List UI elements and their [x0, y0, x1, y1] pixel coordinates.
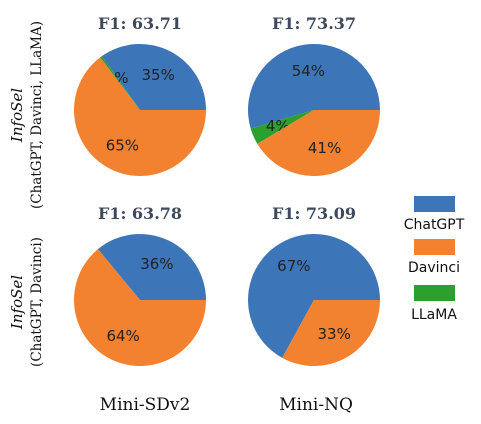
legend-swatch-llama: [414, 285, 455, 301]
pie-2-title: F1: 73.37: [272, 14, 356, 33]
row-label-1-models: (ChatGPT, Davinci, LLaMA): [29, 21, 45, 209]
pie-3-label-davinci: 64%: [106, 327, 139, 345]
pie-chart-1: 35%0%65%F1: 63.71: [74, 14, 206, 176]
pie-2-label-davinci: 41%: [308, 139, 341, 157]
pie-1-title: F1: 63.71: [98, 14, 182, 33]
column-label-1: Mini-SDv2: [100, 395, 191, 415]
row-label-2-models: (ChatGPT, Davinci): [29, 237, 45, 367]
legend: ChatGPT Davinci LLaMA: [404, 196, 465, 323]
pie-chart-3: 36% 64% F1: 63.78: [74, 204, 206, 366]
pie-3-label-chatgpt: 36%: [140, 255, 173, 273]
legend-label-llama: LLaMA: [411, 307, 457, 323]
pie-4-label-chatgpt: 67%: [277, 257, 310, 275]
legend-swatch-chatgpt: [414, 196, 455, 212]
row-label-2: InfoSel (ChatGPT, Davinci): [8, 237, 45, 367]
row-label-1-method: InfoSel: [8, 88, 26, 143]
legend-label-davinci: Davinci: [408, 260, 460, 276]
legend-label-chatgpt: ChatGPT: [404, 217, 465, 233]
pie-2-label-chatgpt: 54%: [292, 62, 325, 80]
row-label-2-method: InfoSel: [8, 275, 26, 330]
pie-1-label-chatgpt: 35%: [141, 66, 174, 84]
legend-swatch-davinci: [414, 239, 455, 255]
pie-chart-2: 54%4%41%F1: 73.37: [248, 14, 380, 176]
pie-4-label-davinci: 33%: [317, 325, 350, 343]
pie-chart-4: 67% 33% F1: 73.09: [248, 204, 380, 366]
pie-3-title: F1: 63.78: [98, 204, 182, 223]
row-label-1: InfoSel (ChatGPT, Davinci, LLaMA): [8, 21, 45, 209]
pie-1-label-davinci: 65%: [106, 136, 139, 154]
column-label-2: Mini-NQ: [279, 395, 353, 415]
pie-4-title: F1: 73.09: [272, 204, 356, 223]
